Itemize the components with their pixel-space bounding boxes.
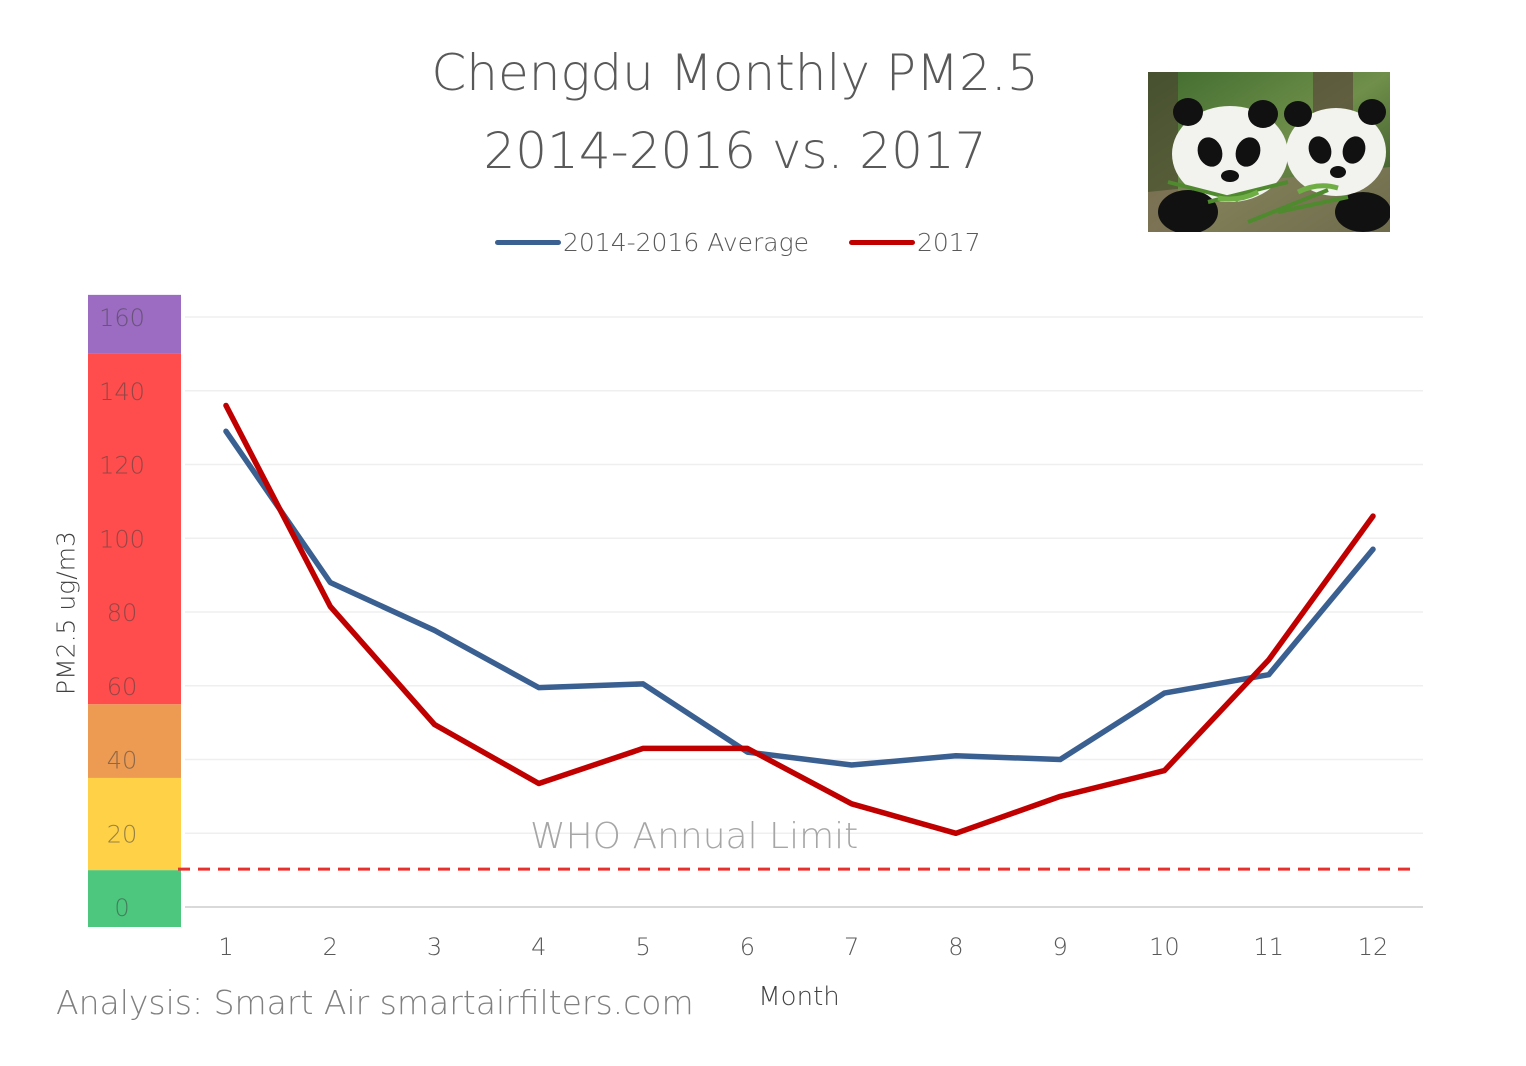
- band-sensitive: [88, 704, 181, 778]
- legend-label-average: 2014-2016 Average: [563, 228, 810, 257]
- x-tick-label: 8: [948, 933, 963, 961]
- who-limit-label: WHO Annual Limit: [530, 816, 858, 857]
- series-line-average: [223, 428, 1376, 768]
- x-tick-label: 9: [1053, 933, 1068, 961]
- data-point-2017: [1161, 768, 1167, 774]
- x-tick-label: 6: [740, 933, 755, 961]
- legend-item-2017: 2017: [849, 228, 981, 257]
- data-point-2017: [744, 745, 750, 751]
- data-point-2017: [1370, 513, 1376, 519]
- data-point-average: [432, 627, 438, 633]
- x-tick-label: 10: [1149, 933, 1180, 961]
- panda-photo: [1148, 72, 1390, 232]
- y-tick-label: 120: [99, 452, 145, 480]
- data-point-2017: [1266, 657, 1272, 663]
- y-axis-label: PM2.5 ug/m3: [51, 531, 81, 695]
- x-tick-label: 5: [635, 933, 650, 961]
- data-point-2017: [536, 780, 542, 786]
- data-point-average: [223, 428, 229, 434]
- legend-label-2017: 2017: [917, 228, 981, 257]
- data-point-2017: [223, 403, 229, 408]
- y-tick-label: 100: [99, 525, 145, 553]
- series-line-2017: [223, 402, 1376, 837]
- y-tick-label: 80: [107, 599, 138, 627]
- y-tick-label: 60: [107, 673, 138, 701]
- y-tick-label: 20: [107, 820, 138, 848]
- data-point-average: [953, 753, 959, 759]
- x-tick-label: 11: [1253, 933, 1284, 961]
- data-point-2017: [327, 603, 333, 609]
- x-tick-label: 3: [427, 933, 442, 961]
- chart-title-line1: Chengdu Monthly PM2.5: [431, 44, 1039, 102]
- data-point-2017: [849, 801, 855, 807]
- legend-swatch-average: [495, 240, 561, 245]
- x-tick-label: 1: [218, 933, 233, 961]
- data-point-average: [1161, 690, 1167, 696]
- y-tick-label: 140: [99, 378, 145, 406]
- y-tick-label: 160: [99, 304, 145, 332]
- x-tick-label: 2: [323, 933, 338, 961]
- band-moderate: [88, 777, 181, 871]
- x-axis-label: Month: [758, 982, 840, 1012]
- data-point-average: [1266, 672, 1272, 678]
- data-point-2017: [953, 830, 959, 836]
- data-point-average: [849, 762, 855, 768]
- x-tick-label: 12: [1358, 933, 1389, 961]
- x-tick-label: 4: [531, 933, 546, 961]
- chart-legend: 2014-2016 Average 2017: [0, 228, 1526, 262]
- data-point-2017: [640, 745, 646, 751]
- legend-item-average: 2014-2016 Average: [495, 228, 809, 257]
- band-good: [88, 870, 181, 927]
- band-very-unhealthy: [88, 294, 181, 354]
- legend-swatch-2017: [849, 240, 915, 245]
- credit-text: Analysis: Smart Air smartairfilters.com: [56, 983, 694, 1022]
- chart-title-line2: 2014-2016 vs. 2017: [483, 122, 987, 180]
- data-point-2017: [432, 721, 438, 727]
- data-point-2017: [1057, 793, 1063, 799]
- data-point-average: [640, 681, 646, 687]
- y-tick-label: 0: [114, 894, 129, 922]
- data-point-average: [1057, 757, 1063, 762]
- band-unhealthy: [88, 353, 181, 705]
- data-point-average: [327, 580, 333, 585]
- x-tick-label: 7: [844, 933, 859, 961]
- data-point-average: [536, 685, 542, 691]
- y-tick-label: 40: [107, 747, 138, 775]
- data-point-average: [1370, 546, 1376, 552]
